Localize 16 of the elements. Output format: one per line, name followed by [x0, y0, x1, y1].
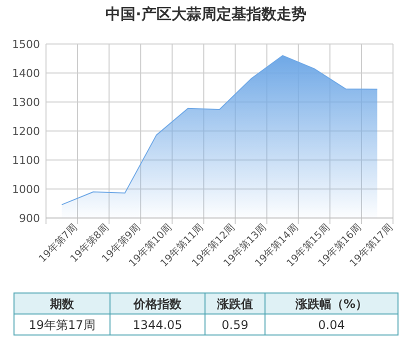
y-tick-label: 900: [19, 212, 40, 225]
text: 19年第17周: [28, 318, 96, 332]
text: 0.59: [222, 318, 248, 332]
y-tick-label: 1400: [12, 67, 40, 80]
text: 价格指数: [132, 297, 182, 311]
text: 期数: [49, 297, 75, 311]
text: 涨跌值: [216, 297, 253, 311]
chart-title: 中国·产区大蒜周定基指数走势: [106, 5, 306, 23]
y-tick-label: 1100: [12, 154, 40, 167]
text: 0.04: [318, 318, 345, 332]
y-tick-label: 1500: [12, 38, 40, 51]
y-tick-label: 1000: [12, 183, 40, 196]
text: 1344.05: [132, 318, 182, 332]
y-tick-label: 1300: [12, 96, 40, 109]
text: 涨跌幅（%）: [294, 297, 368, 311]
y-tick-label: 1200: [12, 125, 40, 138]
